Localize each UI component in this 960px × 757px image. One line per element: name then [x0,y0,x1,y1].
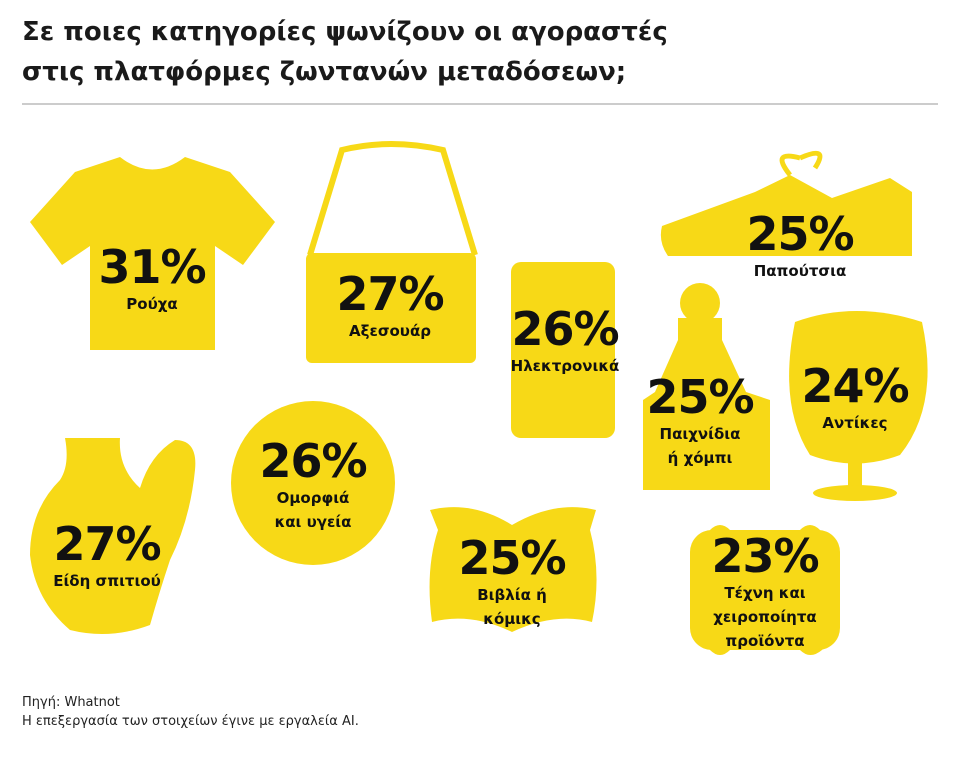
percent: 31% [98,240,205,294]
percent: 25% [458,531,565,585]
category-label: προϊόντα [725,632,804,650]
phone [511,262,615,438]
category-label: Παιχνίδια [660,425,741,443]
percent: 26% [511,302,618,356]
category-label: Βιβλία ή [477,586,547,604]
title-line: στις πλατφόρμες ζωντανών μεταδόσεων; [22,57,626,87]
note: Η επεξεργασία των στοιχείων έγινε με εργ… [22,714,359,729]
category-label: Ηλεκτρονικά [511,357,620,375]
title-line: Σε ποιες κατηγορίες ψωνίζουν οι αγοραστέ… [22,17,668,47]
percent: 24% [801,359,908,413]
toy [643,318,770,490]
circle [231,401,395,565]
percent: 25% [646,370,753,424]
category-label: Ρούχα [126,295,177,313]
category-label: Παπούτσια [754,262,847,280]
percent: 25% [746,207,853,261]
percent: 23% [711,529,818,583]
bag-strap [307,141,478,256]
toy-head [680,283,720,323]
shoe [660,175,912,256]
percent: 26% [259,434,366,488]
tshirt [30,157,275,350]
chair-stem [848,455,862,491]
category-label: χειροποίητα [713,608,816,626]
frame-body [690,530,840,650]
shapes [30,141,928,655]
book [429,507,597,632]
shoe-lace [779,150,823,177]
category-label: Αντίκες [822,414,887,432]
category-label: Τέχνη και [724,584,805,602]
chair-base [813,485,897,501]
category-label: ή χόμπι [668,449,733,467]
source: Πηγή: Whatnot [22,695,120,710]
percent: 27% [53,517,160,571]
chair [789,311,928,464]
category-label: Ομορφιά [277,489,350,507]
jug [30,438,196,634]
percent: 27% [336,267,443,321]
category-label: Αξεσουάρ [349,322,431,340]
category-label: κόμικς [483,610,540,628]
category-label: και υγεία [275,513,352,531]
bag [306,253,476,363]
category-label: Είδη σπιτιού [53,572,161,590]
